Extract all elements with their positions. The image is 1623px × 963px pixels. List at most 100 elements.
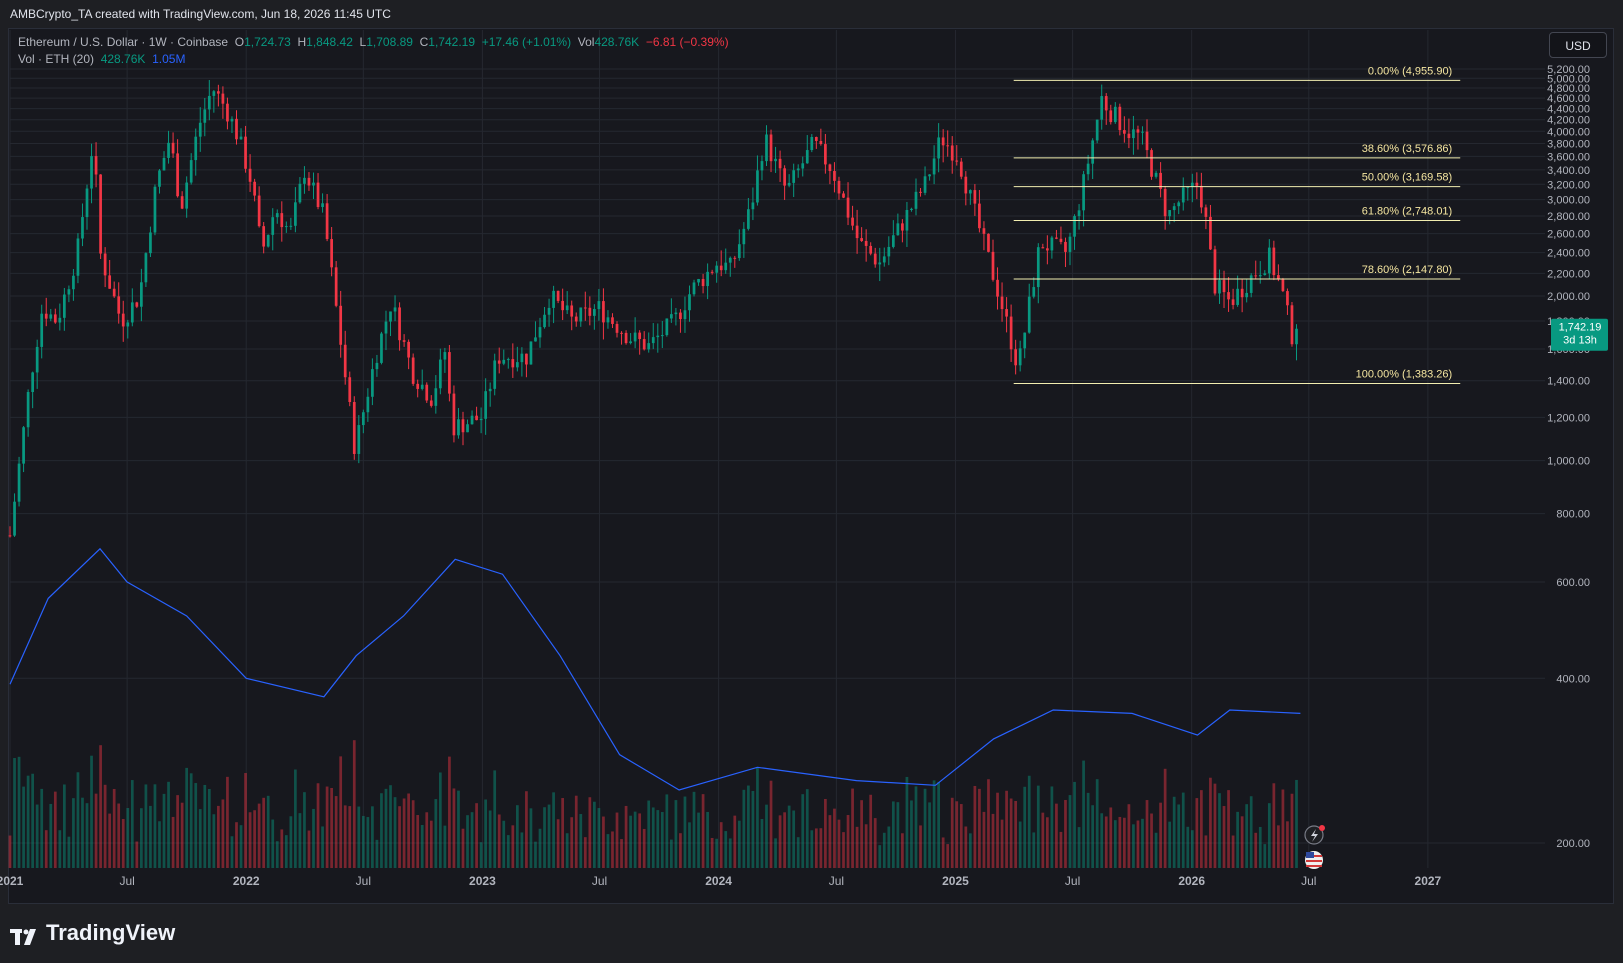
volume-bar	[389, 785, 392, 868]
candle-body	[1041, 247, 1045, 249]
candle	[8, 526, 12, 538]
candle-body	[112, 288, 116, 297]
tradingview-branding[interactable]: TradingView	[10, 918, 175, 948]
candle-body	[511, 359, 515, 368]
candle	[805, 135, 809, 164]
candle	[887, 236, 891, 266]
volume-bar	[257, 803, 261, 868]
volume-bar	[1127, 804, 1131, 868]
volume-bar	[176, 795, 179, 868]
candle	[1254, 260, 1258, 280]
candle-body	[724, 262, 728, 271]
candle	[407, 339, 410, 370]
close-label: C	[419, 35, 429, 49]
symbol-title[interactable]: Ethereum / U.S. Dollar · 1W · Coinbase	[18, 35, 229, 49]
volume-bar	[1227, 790, 1230, 868]
candle	[357, 415, 361, 464]
lightning-icon[interactable]	[1304, 825, 1325, 845]
candle-body	[882, 256, 886, 263]
candle	[212, 89, 216, 113]
volume-bar	[769, 780, 773, 868]
candle	[425, 382, 429, 403]
candle-body	[380, 333, 383, 363]
volume-bar	[357, 806, 361, 868]
candle-body	[547, 307, 551, 315]
candle	[506, 357, 510, 369]
candle	[928, 174, 931, 181]
volume-bar	[706, 811, 709, 868]
candle-body	[996, 279, 999, 297]
candle	[31, 371, 35, 409]
candle	[1095, 119, 1099, 144]
candle-body	[303, 177, 306, 184]
volume-bar	[887, 826, 891, 868]
candle-body	[275, 213, 279, 218]
volume-bar	[1073, 781, 1076, 868]
chart-panel[interactable]	[8, 28, 1614, 904]
candle	[593, 304, 596, 330]
volume-bar	[683, 796, 687, 868]
candle	[266, 234, 270, 248]
candlestick-series	[8, 80, 1298, 538]
volume-bar	[1082, 760, 1085, 868]
volume-bar	[660, 812, 664, 868]
candle-body	[429, 400, 433, 406]
price-tick-label: 3,400.00	[1547, 165, 1590, 177]
candle-body	[515, 362, 519, 368]
candle-body	[665, 318, 669, 336]
candle	[121, 300, 125, 342]
candle	[1109, 104, 1113, 125]
volume-bar	[959, 804, 963, 868]
volume-bar	[1172, 796, 1176, 868]
candle	[543, 306, 546, 329]
candle	[1168, 210, 1172, 225]
candle	[144, 252, 148, 287]
candle	[321, 193, 324, 213]
candle-body	[760, 161, 764, 171]
us-flag-icon[interactable]	[1305, 851, 1323, 869]
candle	[294, 187, 297, 233]
price-axis: 200.00 400.00 600.00 800.00 1,000.00 1,200.00…	[1547, 64, 1590, 850]
price-tick-label: 4,000.00	[1547, 126, 1590, 138]
volume-bar	[130, 780, 134, 868]
candle-body	[1186, 186, 1190, 188]
candle-body	[149, 232, 152, 254]
candle-body	[520, 353, 524, 363]
candle-body	[1077, 210, 1081, 217]
candle-body	[937, 137, 940, 159]
candle-body	[22, 427, 25, 464]
volume-bar	[1154, 832, 1158, 868]
volume-bar	[425, 812, 429, 868]
candle-body	[411, 357, 415, 384]
candle-body	[656, 335, 660, 338]
candle	[375, 354, 379, 377]
candle-body	[221, 93, 225, 104]
candle	[855, 209, 859, 254]
candle-body	[987, 233, 990, 252]
candle-body	[792, 170, 796, 183]
volume-indicator-row[interactable]: Vol · ETH (20) 428.76K 1.05M	[18, 51, 729, 68]
volume-bar	[688, 822, 691, 868]
volume-bar	[90, 755, 93, 868]
candle-body	[298, 183, 302, 203]
volume-indicator-title[interactable]: Vol · ETH (20)	[18, 52, 95, 66]
candle-body	[1014, 349, 1018, 366]
candle-body	[1132, 129, 1135, 139]
candle	[316, 173, 320, 210]
candle-body	[257, 195, 261, 227]
currency-button[interactable]: USD	[1549, 32, 1607, 58]
candle	[679, 309, 682, 333]
candle	[896, 213, 900, 236]
volume-bar	[751, 790, 755, 868]
candle-body	[502, 359, 506, 364]
ohlc-legend-row[interactable]: Ethereum / U.S. Dollar · 1W · Coinbase O…	[18, 34, 729, 51]
volume-bar	[1240, 816, 1244, 868]
candle	[26, 389, 30, 437]
candle-body	[452, 393, 456, 436]
candle	[81, 203, 84, 247]
volume-bar	[1277, 825, 1280, 868]
candle-body	[1213, 249, 1217, 294]
volume-bar	[1177, 804, 1181, 868]
candle	[987, 233, 990, 253]
